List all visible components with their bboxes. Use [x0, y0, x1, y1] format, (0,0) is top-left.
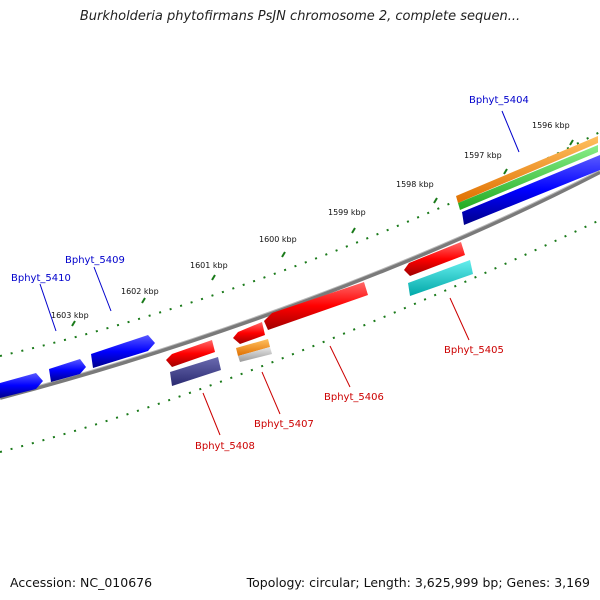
tick-label: 1597 kbp [464, 151, 502, 160]
gene-bphyt-5410-arrow[interactable] [0, 373, 43, 398]
inner-tick-track [0, 219, 600, 453]
tick-label: 1599 kbp [328, 208, 366, 217]
tick-label: 1596 kbp [532, 121, 570, 130]
outer-major-ticks [71, 139, 574, 327]
gene-bphyt-5406-arrow[interactable] [264, 282, 368, 330]
tick-label: 1601 kbp [190, 261, 228, 270]
gene-bphyt-5408[interactable] [166, 340, 221, 386]
gene-bphyt-5405[interactable] [404, 242, 473, 296]
feature-orange-bar [236, 339, 270, 356]
leader-line-5404 [501, 110, 520, 153]
feature-grey-bar [238, 347, 272, 362]
leader-line-5408 [202, 392, 221, 436]
gene-label-5408[interactable]: Bphyt_5408 [195, 441, 255, 452]
gene-label-5405[interactable]: Bphyt_5405 [444, 345, 504, 356]
feature-purple-bar [170, 357, 221, 386]
gene-arrow [462, 155, 600, 225]
gene-bphyt-5407[interactable] [233, 322, 272, 362]
leader-line-5409 [93, 266, 112, 312]
genome-summary-text: Topology: circular; Length: 3,625,999 bp… [246, 575, 590, 590]
gene-label-5404[interactable]: Bphyt_5404 [469, 95, 529, 106]
gene-label-5410[interactable]: Bphyt_5410 [11, 273, 71, 284]
gene-label-5407[interactable]: Bphyt_5407 [254, 419, 314, 430]
gene-label-5409[interactable]: Bphyt_5409 [65, 255, 125, 266]
tick-label: 1603 kbp [51, 311, 89, 320]
gene-arrow [233, 322, 265, 344]
tick-label: 1602 kbp [121, 287, 159, 296]
gene-arrow [166, 340, 215, 367]
feature-cyan-bar [408, 260, 473, 296]
tick-label: 1598 kbp [396, 180, 434, 189]
gene-bphyt-5409-arrow[interactable] [91, 335, 155, 368]
backbone-highlight [0, 169, 600, 397]
backbone-line [0, 170, 600, 400]
gene-arrow-small[interactable] [49, 359, 86, 382]
leader-lines [39, 110, 520, 436]
map-title: Burkholderia phytofirmans PsJN chromosom… [79, 9, 521, 24]
leader-line-5410 [39, 283, 57, 332]
feature-orange-bar [456, 136, 598, 203]
gene-bphyt-5404[interactable] [456, 136, 600, 225]
tick-label: 1600 kbp [259, 235, 297, 244]
feature-green-bar [458, 145, 598, 210]
leader-line-5406 [329, 345, 351, 388]
gene-arrow [404, 242, 465, 276]
leader-line-5405 [449, 297, 470, 341]
gene-label-5406[interactable]: Bphyt_5406 [324, 392, 384, 403]
leader-line-5407 [261, 371, 281, 415]
accession-text: Accession: NC_010676 [10, 575, 153, 590]
outer-tick-track [0, 131, 600, 357]
